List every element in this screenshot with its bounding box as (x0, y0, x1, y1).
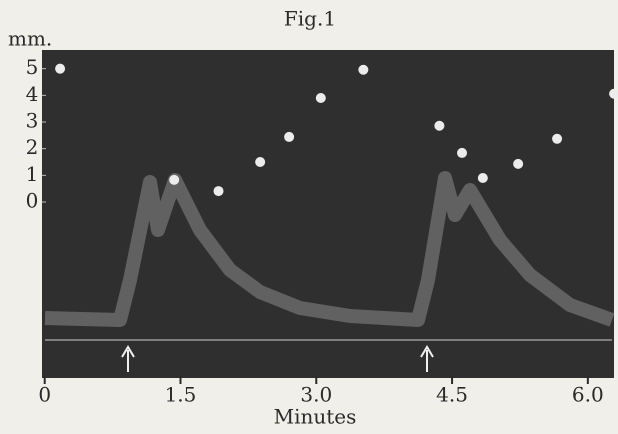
data-point (552, 134, 562, 144)
plot-panel (42, 50, 614, 378)
data-point (284, 132, 294, 142)
x-axis-label: Minutes (274, 405, 357, 429)
y-axis-label: mm. (8, 27, 52, 51)
data-point (169, 175, 179, 185)
x-tick-label: 6.0 (572, 383, 604, 407)
data-point (513, 159, 523, 169)
data-point (316, 93, 326, 103)
data-point (478, 173, 488, 183)
y-tick-label: 4 (26, 82, 39, 106)
y-tick-label: 3 (26, 109, 39, 133)
x-tick-label: 1.5 (165, 383, 197, 407)
y-tick-label: 1 (26, 162, 39, 186)
data-point (214, 186, 224, 196)
x-tick-label: 0 (38, 383, 51, 407)
chart: Fig.1 mm. Minutes 01234501.53.04.56.0 (0, 0, 618, 434)
data-point (457, 148, 467, 158)
data-point (358, 65, 368, 75)
data-point (434, 121, 444, 131)
y-tick-label: 5 (26, 55, 39, 79)
y-tick-label: 2 (26, 135, 39, 159)
data-point (255, 157, 265, 167)
x-tick-label: 4.5 (436, 383, 468, 407)
y-tick-label: 0 (26, 189, 39, 213)
chart-title: Fig.1 (284, 7, 336, 31)
x-tick-label: 3.0 (300, 383, 332, 407)
data-point (55, 64, 65, 74)
